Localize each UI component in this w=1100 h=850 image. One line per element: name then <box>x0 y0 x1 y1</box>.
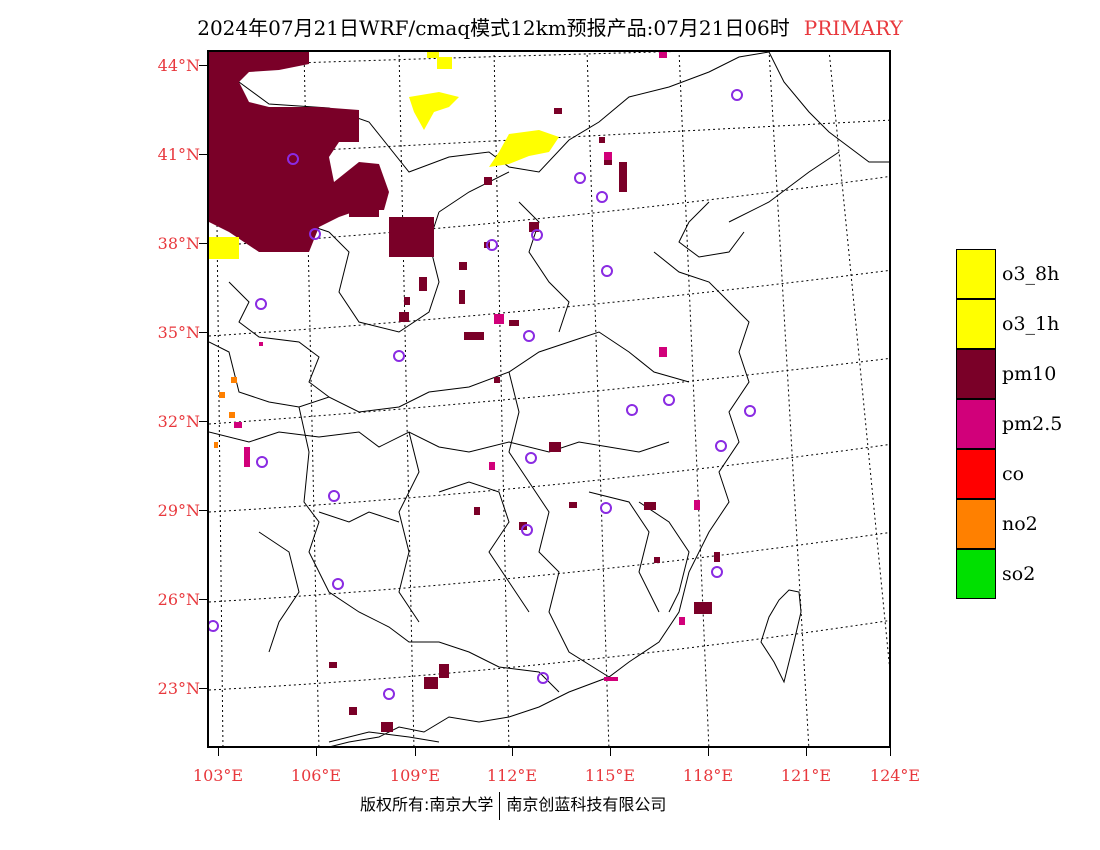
legend-swatch <box>956 349 996 399</box>
lat-label-26: 26°N <box>157 590 200 609</box>
lon-tick <box>806 748 807 756</box>
no2-scatter <box>214 377 237 448</box>
lat-tick <box>199 510 207 511</box>
lon-tick <box>610 748 611 756</box>
map-panel[interactable] <box>207 50 891 748</box>
lon-tick <box>890 748 891 756</box>
map-title: 2024年07月21日WRF/cmaq模式12km预报产品:07月21日06时 P… <box>0 12 1100 41</box>
lon-label-124: 124°E <box>869 766 921 785</box>
legend-label: o3_1h <box>1002 313 1060 335</box>
pm10-region-northwest <box>209 52 434 257</box>
lat-tick <box>199 154 207 155</box>
lat-label-29: 29°N <box>157 501 200 520</box>
legend-label: no2 <box>1002 513 1038 535</box>
station-markers <box>209 89 756 700</box>
legend-swatch <box>956 249 996 299</box>
lon-label-112: 112°E <box>486 766 538 785</box>
lon-label-118: 118°E <box>682 766 734 785</box>
legend-swatch <box>956 449 996 499</box>
legend-swatch <box>956 399 996 449</box>
lat-tick <box>199 65 207 66</box>
lat-label-35: 35°N <box>157 323 200 342</box>
legend-label: pm2.5 <box>1002 413 1063 435</box>
island-taiwan <box>760 589 802 684</box>
lon-label-121: 121°E <box>780 766 832 785</box>
lat-label-41: 41°N <box>157 145 200 164</box>
lon-tick <box>218 748 219 756</box>
lat-tick <box>199 421 207 422</box>
lon-label-109: 109°E <box>389 766 441 785</box>
legend-label: o3_8h <box>1002 263 1060 285</box>
lat-tick <box>199 688 207 689</box>
lon-tick <box>512 748 513 756</box>
legend-label: pm10 <box>1002 363 1057 385</box>
copyright-left: 版权所有:南京大学 <box>360 795 494 814</box>
lat-label-32: 32°N <box>157 412 200 431</box>
footer-divider <box>499 791 501 820</box>
lon-label-106: 106°E <box>290 766 342 785</box>
legend-swatch <box>956 299 996 349</box>
pm10-scatter <box>329 108 720 732</box>
lon-tick <box>708 748 709 756</box>
copyright-footer: 版权所有:南京大学 南京创蓝科技有限公司 <box>360 791 666 820</box>
pm25-scatter <box>234 52 700 681</box>
lat-label-23: 23°N <box>157 679 200 698</box>
lat-tick <box>199 332 207 333</box>
boundaries <box>209 52 889 746</box>
legend-swatch <box>956 499 996 549</box>
lon-label-103: 103°E <box>192 766 244 785</box>
legend-swatch <box>956 549 996 599</box>
lat-tick <box>199 243 207 244</box>
legend-label: so2 <box>1002 563 1036 585</box>
lat-label-44: 44°N <box>157 56 200 75</box>
copyright-right: 南京创蓝科技有限公司 <box>506 795 667 814</box>
lat-label-38: 38°N <box>157 234 200 253</box>
map-title-tag: PRIMARY <box>803 16 903 40</box>
map-title-main: 2024年07月21日WRF/cmaq模式12km预报产品:07月21日06时 <box>197 16 790 40</box>
lon-tick <box>415 748 416 756</box>
island-hainan <box>328 731 440 743</box>
legend-label: co <box>1002 463 1025 485</box>
map-canvas <box>209 52 889 746</box>
o3-patches <box>209 52 559 259</box>
lat-tick <box>199 599 207 600</box>
lon-tick <box>316 748 317 756</box>
lon-label-115: 115°E <box>584 766 636 785</box>
